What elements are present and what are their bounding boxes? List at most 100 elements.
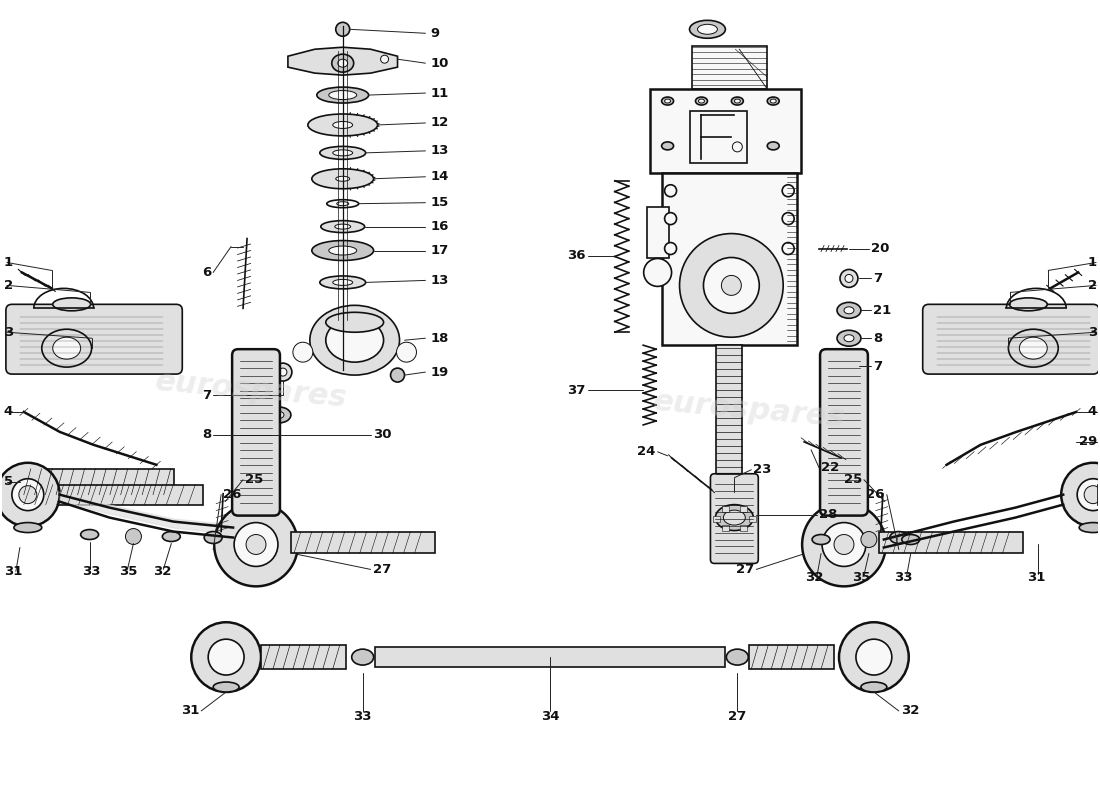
Text: eurospares: eurospares	[652, 387, 847, 433]
Ellipse shape	[327, 200, 359, 208]
Ellipse shape	[724, 510, 746, 525]
Ellipse shape	[80, 530, 99, 539]
Circle shape	[1085, 486, 1100, 504]
Ellipse shape	[661, 97, 673, 105]
Text: 8: 8	[873, 332, 882, 345]
Ellipse shape	[726, 649, 748, 665]
Ellipse shape	[735, 99, 740, 103]
Text: 27: 27	[728, 710, 747, 723]
Ellipse shape	[337, 202, 349, 206]
Text: 2: 2	[1088, 279, 1097, 292]
Bar	[722, 525, 729, 531]
Text: 7: 7	[202, 389, 211, 402]
Bar	[261, 645, 345, 669]
Circle shape	[336, 22, 350, 36]
Text: 16: 16	[430, 220, 449, 233]
Bar	[650, 89, 801, 173]
Text: 11: 11	[430, 86, 449, 99]
Ellipse shape	[844, 334, 854, 342]
Text: 31: 31	[4, 565, 22, 578]
Ellipse shape	[837, 302, 861, 318]
Bar	[740, 525, 747, 531]
Text: 12: 12	[430, 117, 449, 130]
FancyBboxPatch shape	[923, 304, 1099, 374]
Ellipse shape	[317, 87, 368, 103]
Circle shape	[191, 622, 261, 692]
Text: 1: 1	[4, 256, 13, 269]
Text: 8: 8	[202, 428, 211, 442]
Circle shape	[856, 639, 892, 675]
Ellipse shape	[861, 682, 887, 692]
Circle shape	[822, 522, 866, 566]
Circle shape	[722, 275, 741, 295]
Text: 17: 17	[430, 244, 449, 257]
Circle shape	[839, 622, 909, 692]
Bar	[722, 506, 729, 512]
Ellipse shape	[690, 20, 725, 38]
Circle shape	[782, 242, 794, 254]
Circle shape	[1077, 478, 1100, 510]
Text: 33: 33	[353, 710, 372, 723]
Text: 26: 26	[223, 488, 242, 501]
Text: 3: 3	[1088, 326, 1097, 338]
Ellipse shape	[332, 54, 354, 72]
Text: 33: 33	[894, 571, 913, 584]
Circle shape	[0, 462, 59, 526]
Bar	[375, 647, 725, 667]
Ellipse shape	[321, 221, 364, 233]
Ellipse shape	[329, 246, 356, 255]
Text: 2: 2	[4, 279, 13, 292]
Ellipse shape	[664, 99, 671, 103]
Ellipse shape	[767, 97, 779, 105]
Ellipse shape	[326, 318, 384, 362]
Text: 9: 9	[430, 26, 440, 40]
Bar	[713, 515, 719, 522]
Ellipse shape	[333, 122, 353, 129]
Circle shape	[664, 213, 676, 225]
Ellipse shape	[1020, 338, 1047, 359]
Ellipse shape	[732, 97, 744, 105]
Ellipse shape	[338, 59, 348, 67]
Circle shape	[390, 368, 405, 382]
Circle shape	[834, 534, 854, 554]
FancyBboxPatch shape	[711, 474, 758, 563]
Text: 22: 22	[821, 462, 839, 474]
Circle shape	[782, 213, 794, 225]
Ellipse shape	[213, 682, 239, 692]
Text: 27: 27	[736, 563, 755, 576]
Ellipse shape	[267, 407, 290, 423]
Text: 31: 31	[1027, 571, 1045, 584]
FancyBboxPatch shape	[232, 349, 279, 515]
Bar	[690, 111, 747, 163]
Circle shape	[802, 502, 886, 586]
Text: 25: 25	[844, 474, 862, 486]
Bar	[740, 506, 747, 512]
Bar	[879, 531, 1023, 554]
Bar	[22, 485, 204, 505]
Text: 10: 10	[430, 57, 449, 70]
Text: 35: 35	[120, 565, 138, 578]
Ellipse shape	[336, 176, 350, 182]
Ellipse shape	[333, 150, 353, 156]
Bar	[290, 531, 436, 554]
Text: 3: 3	[4, 326, 13, 338]
Ellipse shape	[14, 522, 42, 533]
Ellipse shape	[902, 534, 920, 545]
Bar	[647, 206, 669, 258]
Text: 19: 19	[430, 366, 449, 378]
Circle shape	[680, 234, 783, 338]
FancyBboxPatch shape	[821, 349, 868, 515]
Ellipse shape	[812, 534, 830, 545]
Circle shape	[845, 362, 853, 370]
Ellipse shape	[326, 312, 384, 332]
Ellipse shape	[42, 330, 91, 367]
Ellipse shape	[1079, 522, 1100, 533]
Circle shape	[274, 363, 292, 381]
Ellipse shape	[1010, 298, 1047, 311]
Ellipse shape	[661, 142, 673, 150]
Ellipse shape	[333, 279, 353, 286]
Text: 36: 36	[568, 249, 586, 262]
Text: 35: 35	[851, 571, 870, 584]
FancyBboxPatch shape	[6, 304, 183, 374]
Bar	[692, 46, 767, 89]
